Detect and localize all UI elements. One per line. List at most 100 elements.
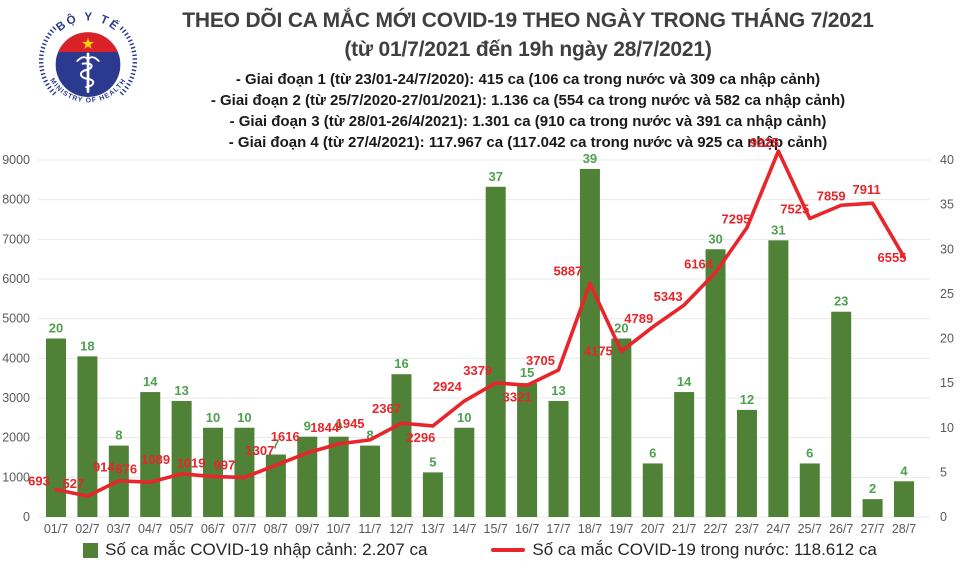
bar [642,463,663,517]
line-series-domestic [54,149,906,498]
x-axis-tick: 02/7 [75,522,99,536]
logo-asclepius-staff [76,52,100,93]
bar [391,374,412,517]
line-value-label: 693 [28,474,50,489]
x-axis-tick: 14/7 [452,522,476,536]
line-value-label: 3379 [463,363,492,378]
bar [171,400,192,517]
bar-value-label: 23 [834,294,848,309]
right-axis-tick: 5 [940,465,947,479]
bar-value-label: 18 [80,338,94,353]
left-axis-tick: 1000 [2,470,30,484]
bar-value-label: 10 [206,410,220,425]
bar-value-label: 20 [614,321,628,336]
right-axis-tick: 20 [940,332,954,346]
bar [579,168,600,518]
left-axis-tick: 2000 [2,431,30,445]
line-value-label: 5887 [553,263,582,278]
logo-left-laurel [38,26,57,96]
right-axis-tick: 0 [940,510,947,524]
x-axis-tick: 19/7 [609,522,633,536]
line-value-label: 1844 [310,420,340,435]
x-axis-tick: 28/7 [892,522,916,536]
x-axis-tick: 05/7 [169,522,193,536]
x-axis-tick: 07/7 [232,522,256,536]
legend-item-domestic: Số ca mắc COVID-19 trong nước: 118.612 c… [491,540,877,560]
x-axis-tick: 04/7 [138,522,162,536]
x-axis-tick: 09/7 [295,522,319,536]
x-axis-tick: 27/7 [860,522,884,536]
line-value-label: 9225 [750,135,779,150]
bar-value-label: 16 [394,356,408,371]
line-value-label: 1616 [271,429,300,444]
bar [140,392,161,517]
bar-value-label: 14 [143,374,158,389]
bar [862,499,883,517]
line-value-label: 876 [115,461,137,476]
left-axis-tick: 9000 [2,153,30,167]
line-value-label: 2367 [372,401,401,416]
bar-value-label: 8 [366,428,373,443]
right-axis-labels: 0 5 10 15 20 25 30 35 40 [940,153,954,524]
phase-2-summary: - Giai đoạn 2 (từ 25/7/2020-27/01/2021):… [210,92,846,109]
legend-line-label: Số ca mắc COVID-19 trong nước: 118.612 c… [532,540,877,559]
bar-value-label: 9 [335,419,342,434]
x-axis-labels: 01/7 02/7 03/7 04/7 05/7 06/7 07/7 08/7 09/7 10/7… [44,522,916,536]
logo-emblem [55,32,121,97]
x-axis-tick: 25/7 [798,522,822,536]
left-axis-tick: 8000 [2,193,30,207]
bar-value-label: 13 [174,383,188,398]
x-axis-tick: 15/7 [484,522,508,536]
logo-star [82,37,94,49]
bar [894,481,914,517]
x-axis-tick: 22/7 [703,522,727,536]
line-value-label: 4175 [584,343,613,358]
line-value-label: 7911 [852,182,880,197]
bar-value-label: 2 [869,481,876,496]
line-value-label: 2296 [406,430,435,445]
right-axis-tick: 15 [940,376,954,390]
line-value-label: 527 [63,476,85,491]
bar-value-label: 31 [771,222,785,237]
x-axis-tick: 10/7 [326,522,350,536]
bar-value-label: 39 [583,151,597,166]
x-axis-tick: 17/7 [546,522,570,536]
moh-logo: BỘ Y TẾ MINISTRY OF HEALTH [34,4,142,118]
bar [297,436,318,517]
bar-value-label: 6 [649,445,656,460]
bar-value-label: 7 [272,437,279,452]
x-axis-tick: 01/7 [44,522,68,536]
bar [234,427,255,517]
phase-4-summary: - Giai đoạn 4 (từ 27/4/2021): 117.967 ca… [228,134,828,151]
bar [203,427,224,517]
bar-value-label: 10 [457,410,471,425]
bar-value-label: 6 [806,445,813,460]
bar [768,240,789,517]
x-axis-tick: 16/7 [515,522,539,536]
phase-1-summary: - Giai đoạn 1 (từ 23/01-24/7/2020): 415 … [235,71,821,88]
header: THEO DÕI CA MẮC MỚI COVID-19 THEO NGÀY T… [96,6,960,153]
bar-series-imported [46,168,914,518]
bar-value-label: 37 [488,169,502,184]
phase-summary: - Giai đoạn 1 (từ 23/01-24/7/2020): 415 … [96,69,960,153]
x-axis-tick: 26/7 [829,522,853,536]
x-axis-tick: 13/7 [421,522,445,536]
bar [422,472,443,517]
x-axis-tick: 03/7 [107,522,131,536]
bar [328,436,349,517]
line-value-label: 3321 [503,389,532,404]
bar-value-label: 4 [900,463,908,478]
moh-logo-svg: BỘ Y TẾ MINISTRY OF HEALTH [35,8,141,114]
x-axis-tick: 20/7 [641,522,665,536]
left-axis-tick: 4000 [2,351,30,365]
phase-3-summary: - Giai đoạn 3 (từ 28/01-26/4/2021): 1.30… [229,113,827,130]
x-axis-tick: 11/7 [358,522,381,536]
legend-bar-label: Số ca mắc COVID-19 nhập cảnh: 2.207 ca [105,540,428,559]
right-axis-tick: 25 [940,287,954,301]
bar [77,356,98,517]
bar [485,186,506,517]
right-axis-tick: 40 [940,153,954,167]
bar-value-label: 10 [237,410,251,425]
bar-value-label: 8 [115,428,122,443]
